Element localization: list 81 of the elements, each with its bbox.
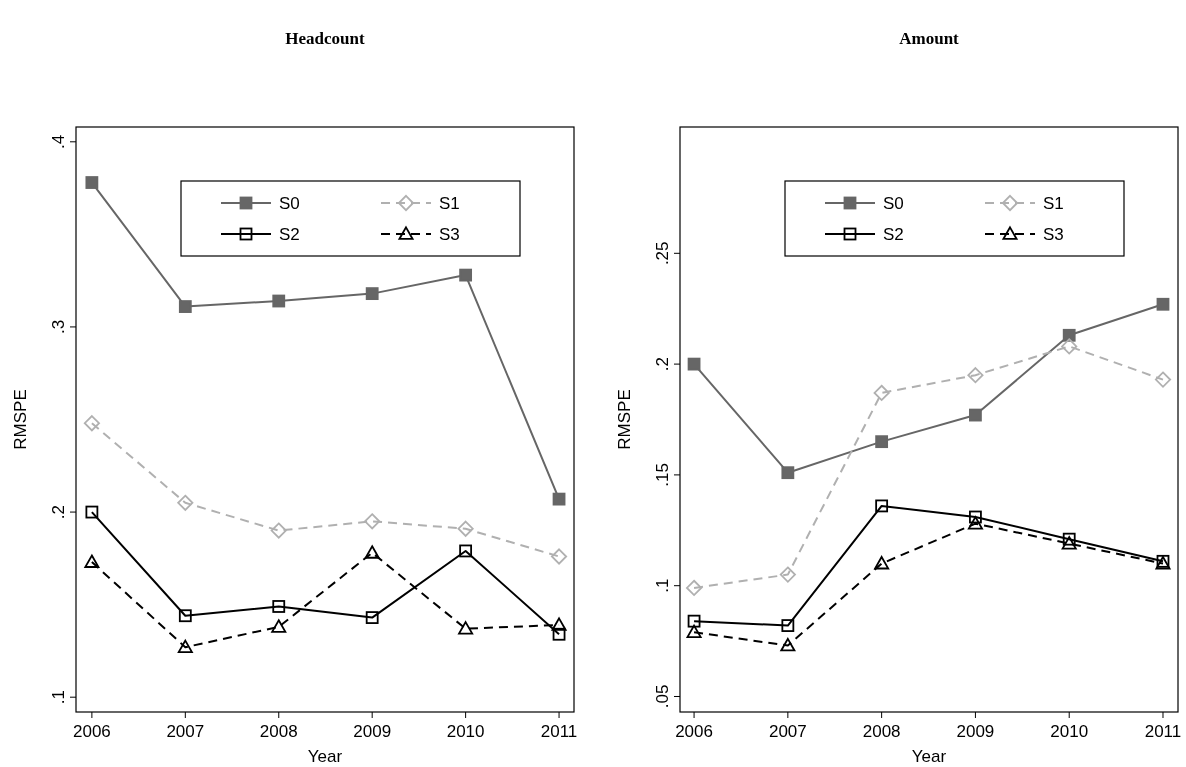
y-tick-label: .4 (49, 134, 68, 149)
legend-label: S1 (1043, 194, 1064, 213)
point (687, 614, 701, 628)
point (551, 548, 568, 565)
chart-title: Amount (899, 29, 960, 48)
point (686, 579, 703, 596)
y-axis-title: RMSPE (615, 389, 634, 450)
x-tick-label: 2007 (166, 722, 205, 741)
point (270, 522, 287, 539)
x-tick-label: 2007 (768, 722, 807, 741)
point (271, 619, 287, 633)
point (873, 384, 890, 401)
y-tick-label: .05 (653, 684, 672, 709)
point (178, 609, 192, 623)
legend-label: S3 (1043, 225, 1064, 244)
x-tick-label: 2011 (1144, 722, 1182, 741)
point (969, 510, 982, 524)
legend-label: S1 (439, 194, 460, 213)
y-tick-label: .15 (653, 463, 672, 487)
point (1061, 536, 1077, 550)
point (458, 621, 474, 635)
point (686, 624, 702, 639)
point (459, 268, 473, 282)
point (364, 513, 381, 530)
point (85, 505, 99, 519)
point (457, 520, 474, 537)
point (177, 639, 193, 654)
x-tick-label: 2010 (446, 722, 485, 741)
x-tick-label: 2008 (862, 722, 901, 741)
y-tick-label: .3 (49, 319, 68, 335)
point (1062, 532, 1076, 546)
legend-label: S0 (883, 194, 904, 213)
point (552, 627, 566, 641)
y-tick-label: .1 (49, 690, 68, 705)
point (687, 357, 701, 371)
point (551, 617, 567, 631)
point (1061, 338, 1078, 355)
point (84, 554, 100, 568)
point (967, 367, 984, 384)
point (83, 415, 100, 432)
x-tick-label: 2009 (353, 722, 392, 741)
point (875, 435, 889, 449)
point (459, 544, 473, 558)
legend-label: S2 (883, 225, 904, 244)
point (178, 300, 192, 313)
x-tick-label: 2011 (540, 722, 578, 741)
point (552, 492, 566, 506)
x-tick-label: 2008 (259, 722, 298, 741)
point (85, 176, 99, 189)
point (364, 545, 380, 559)
x-tick-label: 2009 (956, 722, 995, 741)
point (272, 294, 286, 308)
x-tick-label: 2006 (675, 722, 713, 741)
x-axis-title: Year (911, 747, 947, 766)
point (365, 287, 379, 301)
x-tick-label: 2006 (72, 722, 111, 741)
point (272, 600, 286, 613)
point (177, 494, 194, 511)
point (875, 499, 889, 513)
y-tick-label: .25 (653, 241, 672, 266)
y-axis-title: RMSPE (11, 389, 30, 450)
y-tick-label: .2 (653, 357, 672, 372)
legend-label: S3 (439, 225, 460, 244)
point (779, 566, 796, 583)
point (874, 556, 890, 570)
x-axis-title: Year (307, 747, 343, 766)
point (1062, 328, 1076, 342)
y-tick-label: .1 (653, 578, 672, 593)
x-tick-label: 2010 (1050, 722, 1089, 741)
point (781, 619, 795, 632)
point (967, 516, 983, 530)
y-tick-label: .2 (49, 504, 68, 520)
point (365, 611, 379, 624)
point (780, 638, 796, 652)
chart-title: Headcount (285, 29, 366, 48)
legend-label: S2 (279, 225, 300, 244)
point (969, 408, 982, 422)
point (1156, 297, 1170, 311)
legend-label: S0 (279, 194, 300, 213)
point (781, 466, 795, 480)
point (1154, 371, 1172, 388)
